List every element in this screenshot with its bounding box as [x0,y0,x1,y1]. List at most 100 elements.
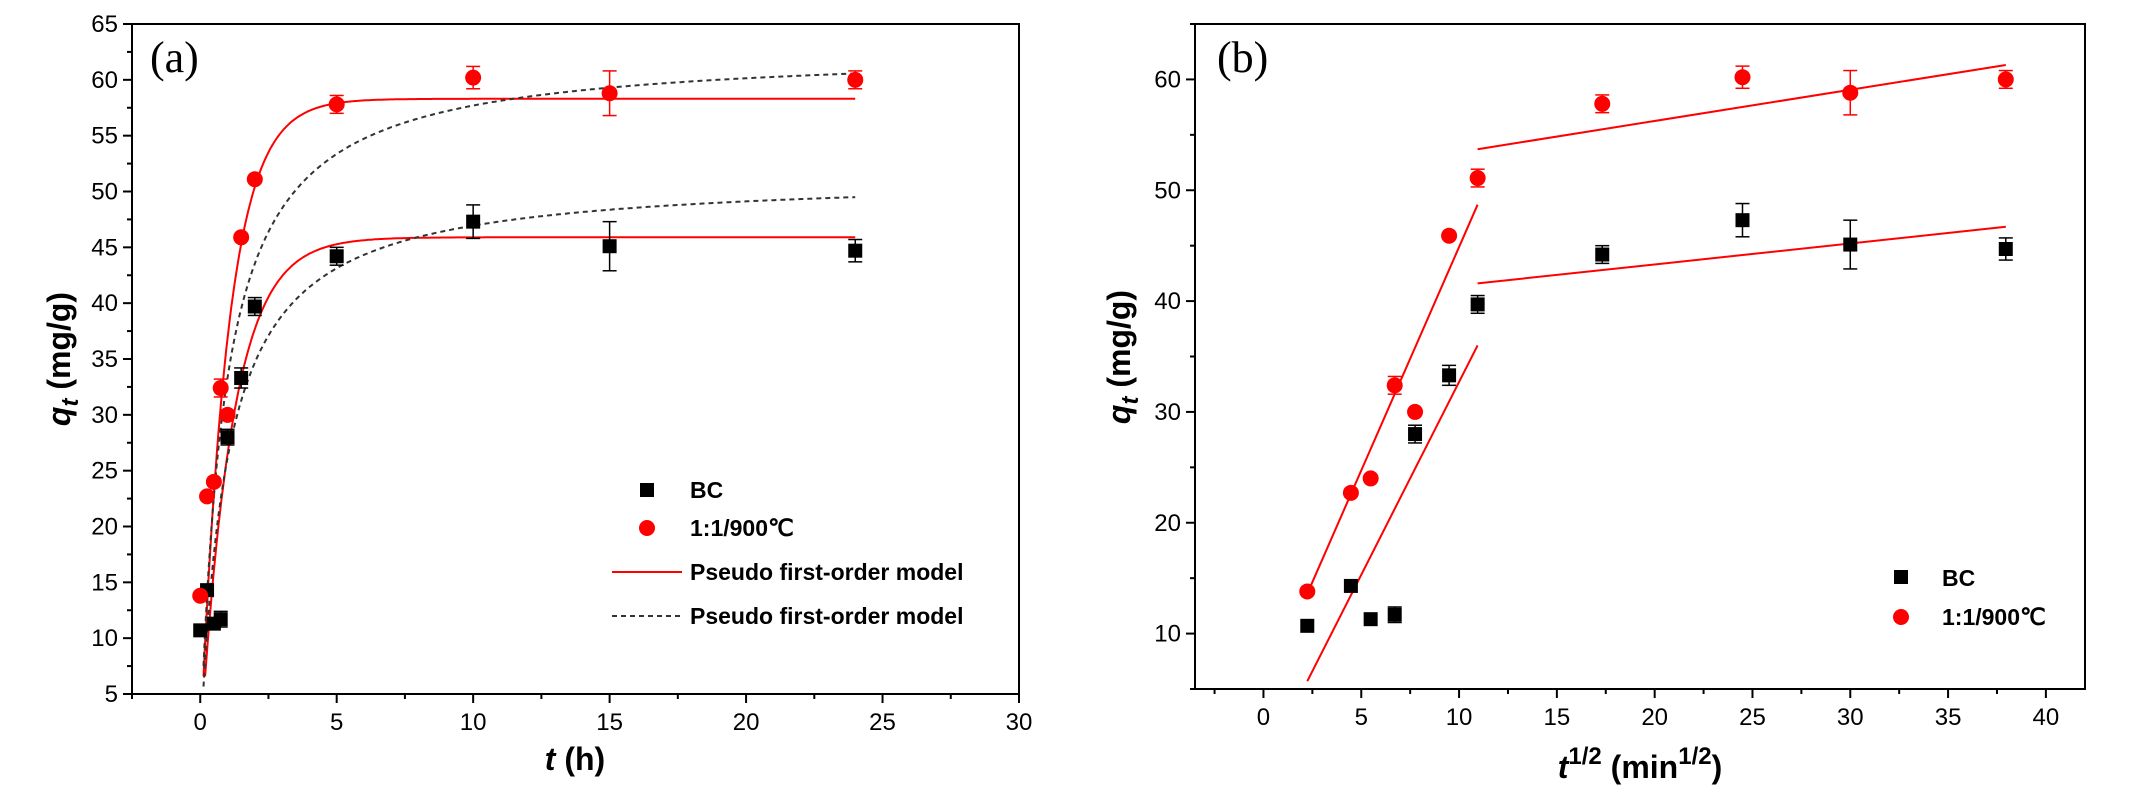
y-tick-label: 55 [91,123,118,150]
y-axis-label-b: qt (mg/g) [1101,290,1144,424]
data-point-bc [1442,368,1457,383]
fit-curve [1477,64,2006,151]
data-point-1to1-900c [1594,95,1611,112]
data-point-bc [193,623,208,638]
data-point-1to1-900c [1469,170,1486,187]
y-tick-label: 20 [91,514,118,541]
data-point-bc [1470,297,1485,312]
x-tick-label: 15 [596,709,623,736]
fit-curve [1477,225,2006,285]
legend-marker-bc-a [640,483,654,497]
data-point-bc [1735,213,1750,228]
fit-curve [1306,204,1479,595]
panel-label-a: (a) [150,33,199,82]
data-point-bc [848,243,863,258]
legend-label-bc-a: BC [690,477,723,503]
data-point-1to1-900c [465,69,482,86]
x-tick-label: 25 [1739,704,1766,731]
y-tick-label: 30 [91,402,118,429]
fit-curve [202,196,856,687]
legend-label-fit-solid-a: Pseudo first-order model [690,559,963,585]
legend-b: BC 1:1/900℃ [1893,565,2046,630]
data-point-1to1-900c [847,71,864,88]
fit-curve [1306,344,1479,682]
data-point-bc [213,612,228,627]
y-tick-label: 60 [1154,66,1181,93]
x-tick-label: 40 [2033,704,2060,731]
y-tick-label: 40 [1154,288,1181,315]
data-point-bc [466,214,481,229]
x-tick-label: 0 [194,709,207,736]
chart-panel-b: 0 5 10 15 20 25 30 35 40 10 20 30 40 50 60 (b) t1/2 (m… [1101,23,2086,785]
legend-label-fit-dashed-a: Pseudo first-order model [690,603,963,629]
x-tick-label: 0 [1257,704,1270,731]
legend-marker-1to1-b [1893,609,1909,625]
data-point-1to1-900c [601,85,618,102]
legend-label-1to1-a: 1:1/900℃ [690,515,794,541]
data-point-bc [602,239,617,254]
x-tick-label: 30 [1006,709,1033,736]
data-point-1to1-900c [1407,403,1424,420]
x-tick-label: 5 [1355,704,1368,731]
data-point-1to1-900c [1342,484,1359,501]
x-tick-label: 20 [733,709,760,736]
x-axis-label-a: t (h) [545,741,605,777]
y-tick-label: 60 [91,67,118,94]
data-point-1to1-900c [1386,377,1403,394]
data-point-bc [1343,578,1358,593]
fit-curve [202,72,856,667]
data-point-1to1-900c [212,380,229,397]
x-tick-label: 15 [1544,704,1571,731]
data-point-1to1-900c [1734,69,1751,86]
legend-label-bc-b: BC [1942,565,1975,591]
data-point-bc [247,299,262,314]
y-tick-label: 10 [1154,621,1181,648]
y-tick-label: 20 [1154,510,1181,537]
data-point-bc [234,370,249,385]
data-point-1to1-900c [1362,470,1379,487]
data-point-1to1-900c [246,171,263,188]
legend-marker-1to1-a [639,520,655,536]
x-tick-label: 30 [1837,704,1864,731]
panel-label-b: (b) [1217,33,1268,82]
data-point-bc [329,249,344,264]
y-tick-label: 35 [91,346,118,373]
x-tick-label: 25 [869,709,896,736]
y-tick-label: 50 [91,179,118,206]
data-point-1to1-900c [1299,583,1316,600]
data-point-1to1-900c [219,406,236,423]
data-point-bc [1387,607,1402,622]
legend-label-1to1-b: 1:1/900℃ [1942,604,2046,630]
chart-panel-a: 0 5 10 15 20 25 30 5 10 15 20 25 30 35 40 45 50 55 60 65 (a… [41,11,1032,777]
data-point-1to1-900c [233,229,250,246]
data-point-bc [1408,427,1423,442]
y-tick-label: 5 [105,681,118,708]
x-tick-label: 20 [1641,704,1668,731]
x-tick-label: 35 [1935,704,1962,731]
data-point-1to1-900c [1441,227,1458,244]
data-point-bc [1998,241,2013,256]
y-tick-label: 65 [91,11,118,38]
data-point-bc [1363,612,1378,627]
y-axis-label-a: qt (mg/g) [41,292,84,426]
data-point-bc [1843,237,1858,252]
y-tick-label: 50 [1154,177,1181,204]
data-point-bc [1595,247,1610,262]
data-point-1to1-900c [199,488,216,505]
data-point-bc [1300,618,1315,633]
y-tick-label: 10 [91,625,118,652]
data-point-1to1-900c [1997,71,2014,88]
x-tick-label: 10 [1446,704,1473,731]
x-tick-label: 10 [460,709,487,736]
y-tick-label: 15 [91,569,118,596]
data-point-bc [220,430,235,445]
legend-a: BC 1:1/900℃ Pseudo first-order model Pse… [612,477,963,629]
fit-curve [202,97,856,677]
y-tick-label: 45 [91,234,118,261]
y-tick-label: 30 [1154,399,1181,426]
legend-marker-bc-b [1894,570,1908,584]
data-point-1to1-900c [328,96,345,113]
y-tick-label: 40 [91,290,118,317]
plot-frame-a [131,23,1020,695]
